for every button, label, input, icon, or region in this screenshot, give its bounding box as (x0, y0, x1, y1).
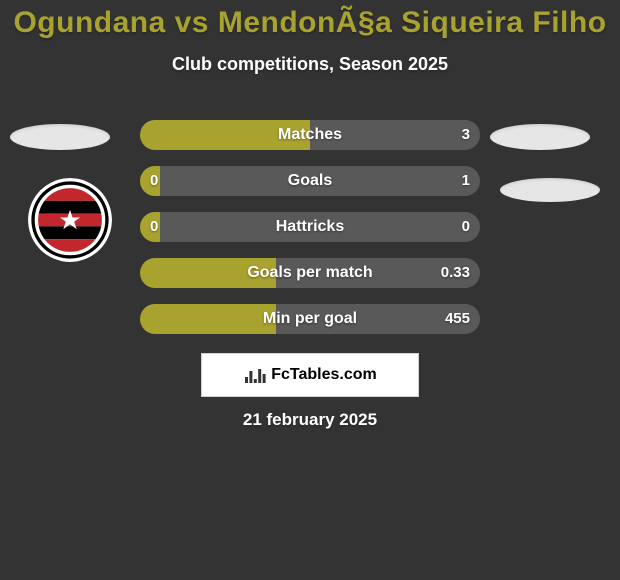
player-photo-placeholder-left (10, 124, 110, 150)
stat-bar-left (140, 258, 276, 288)
date-text: 21 february 2025 (0, 410, 620, 430)
stat-bar-left (140, 304, 276, 334)
club-crest-left (28, 178, 112, 262)
page-title: Ogundana vs MendonÃ§a Siqueira Filho (0, 0, 620, 40)
stat-row: Goals per match0.33 (140, 258, 480, 288)
comparison-infographic: Ogundana vs MendonÃ§a Siqueira Filho Clu… (0, 0, 620, 580)
stat-bars: Matches3 Goals01 Hattricks00 Goals per matc… (140, 120, 480, 350)
subtitle: Club competitions, Season 2025 (0, 54, 620, 75)
stat-row: Hattricks00 (140, 212, 480, 242)
branding-text: FcTables.com (271, 366, 377, 384)
stat-bar-right (276, 258, 480, 288)
stat-row: Matches3 (140, 120, 480, 150)
stat-bar-left (140, 212, 160, 242)
player-photo-placeholder-right (490, 124, 590, 150)
player-photo-placeholder-right-shadow (500, 178, 600, 202)
stat-row: Goals01 (140, 166, 480, 196)
stat-bar-right (276, 304, 480, 334)
stat-bar-left (140, 120, 310, 150)
bars-icon (243, 365, 267, 385)
fctables-branding: FcTables.com (201, 353, 419, 397)
stat-bar-right (310, 120, 480, 150)
stat-bar-left (140, 166, 160, 196)
stat-bar-right (160, 212, 480, 242)
stat-bar-right (160, 166, 480, 196)
stat-row: Min per goal455 (140, 304, 480, 334)
